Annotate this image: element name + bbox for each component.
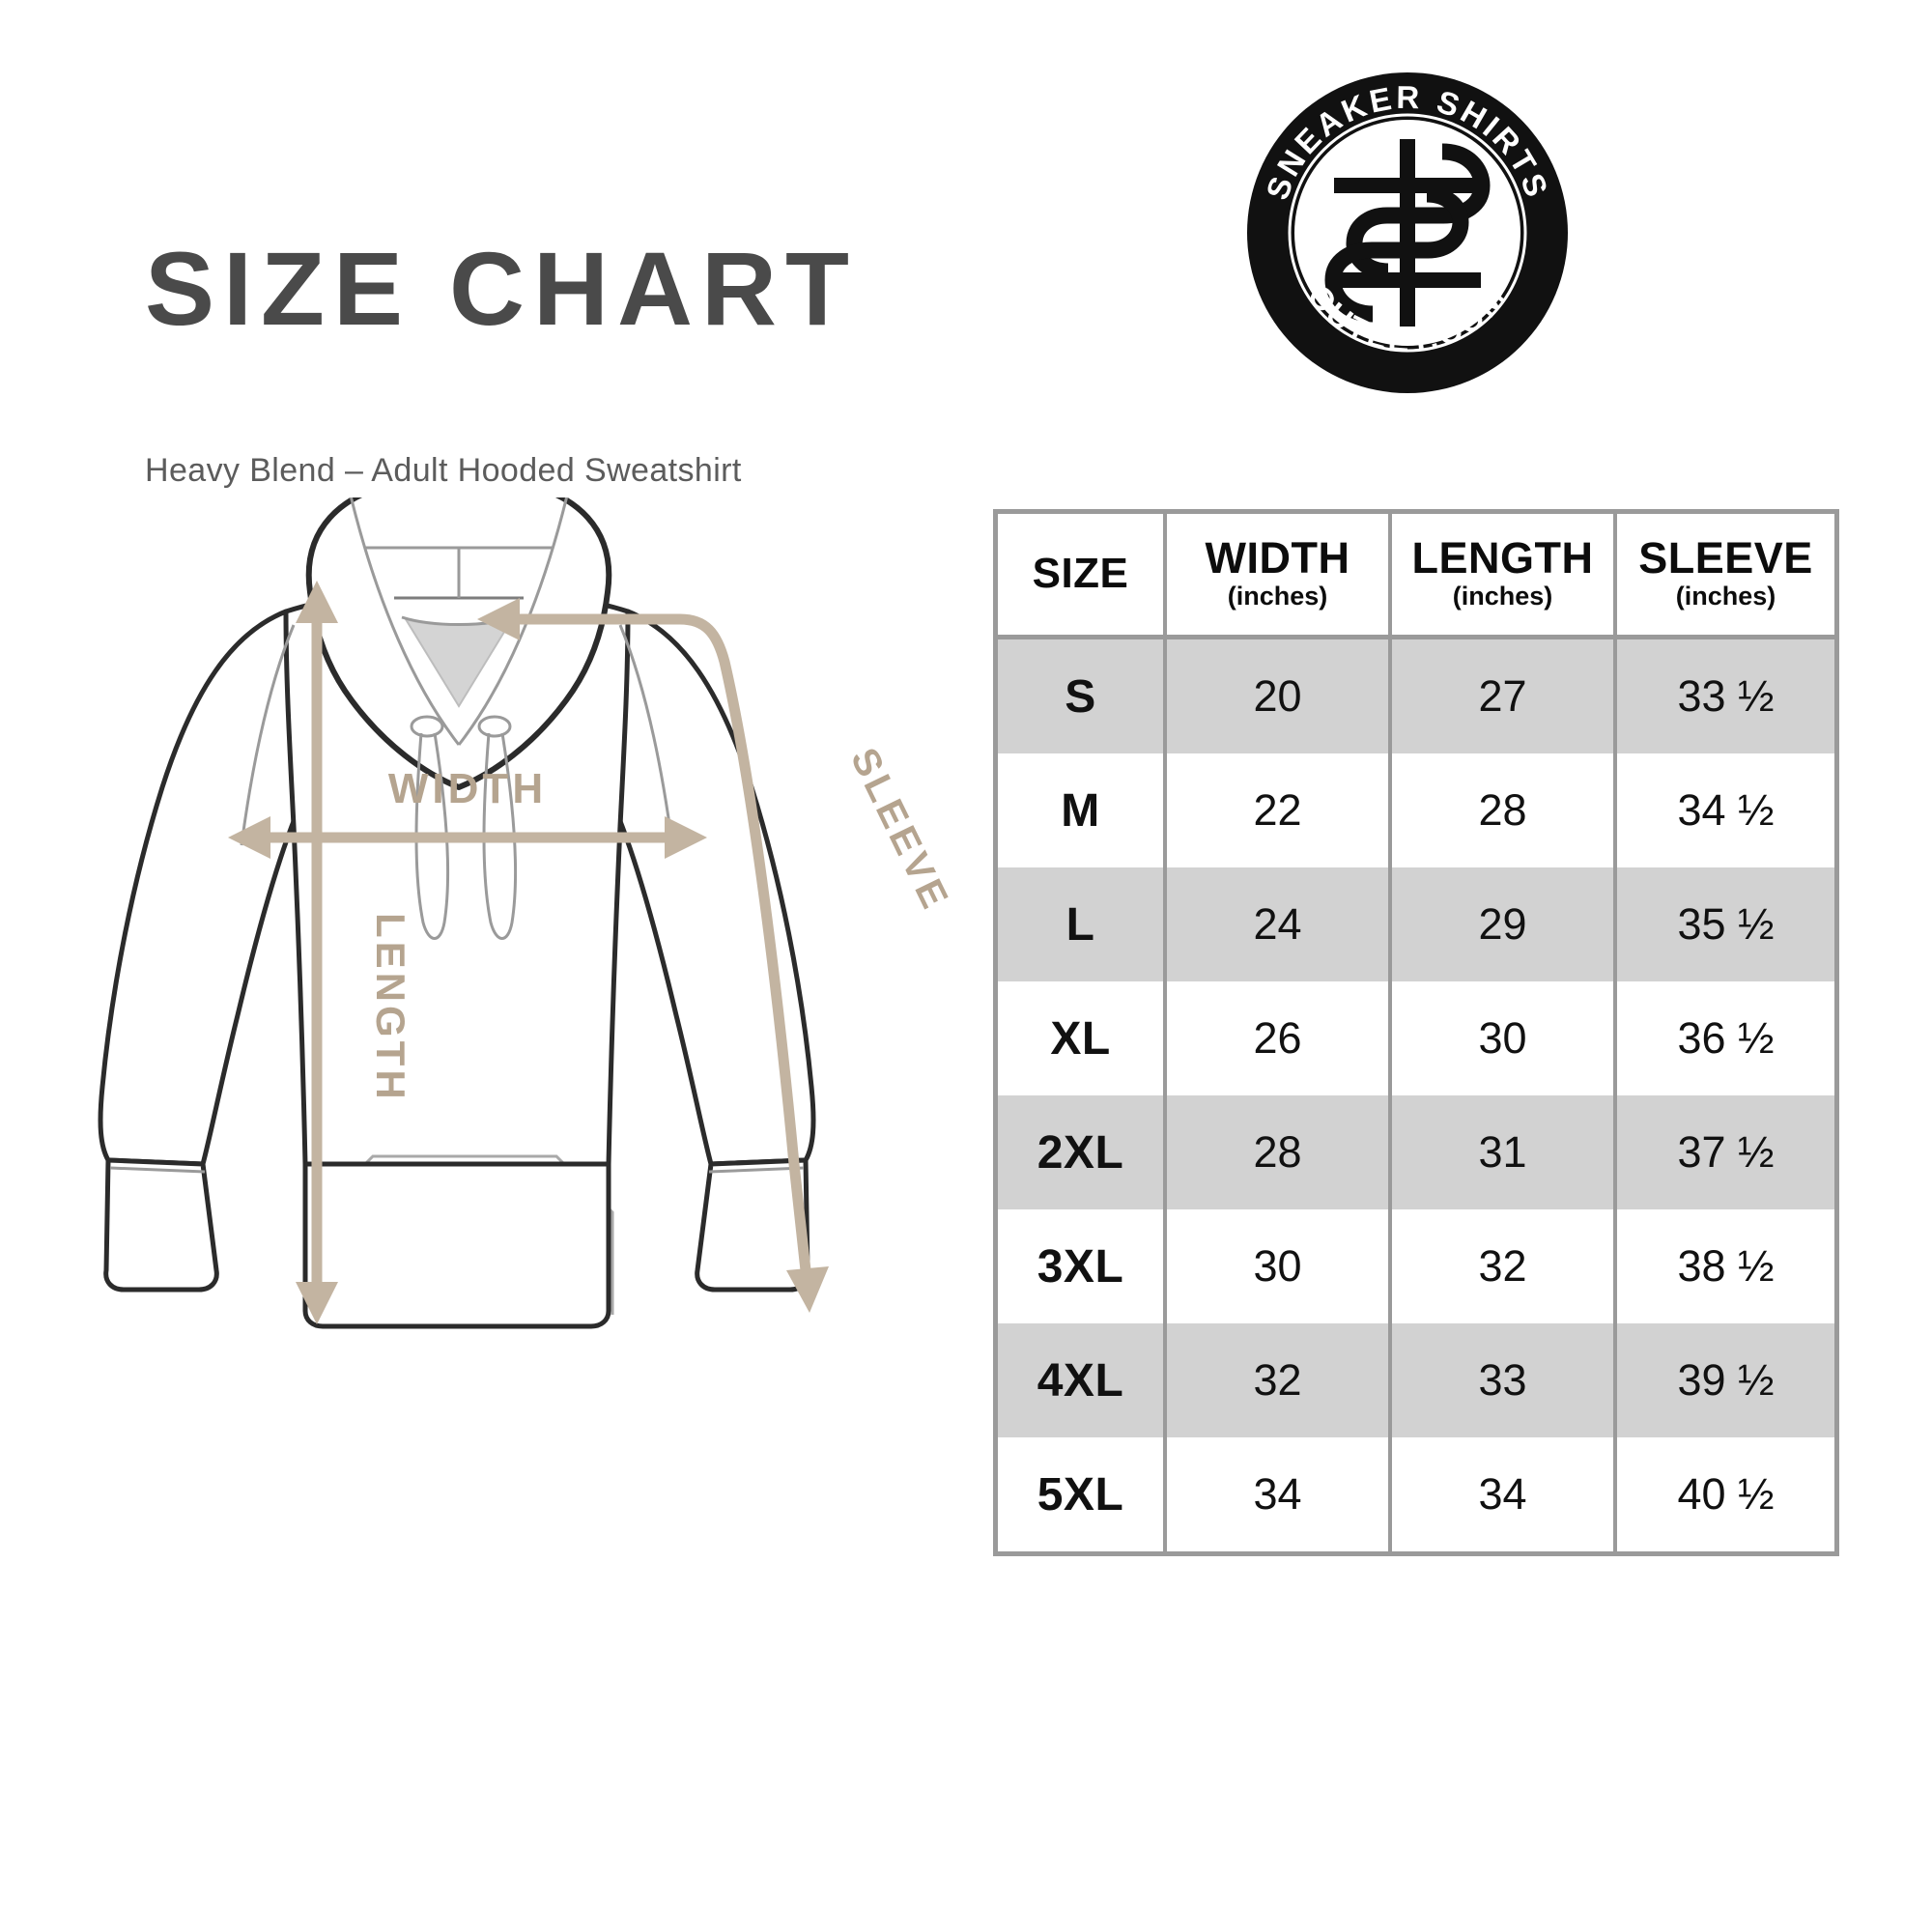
logo-monogram	[1324, 139, 1491, 327]
cell-size: 2XL	[998, 1095, 1167, 1209]
cell-sleeve: 38 ½	[1617, 1209, 1834, 1323]
column-header-width: WIDTH (inches)	[1167, 514, 1392, 639]
size-chart-table: SIZE WIDTH (inches) LENGTH (inches) SLEE…	[993, 509, 1839, 1556]
table-row: 2XL 28 31 37 ½	[998, 1095, 1834, 1209]
size-table-container: SIZE WIDTH (inches) LENGTH (inches) SLEE…	[993, 509, 1839, 1556]
sleeve-arrow-head-cuff	[786, 1266, 829, 1313]
cell-width: 32	[1167, 1323, 1392, 1437]
cell-length: 27	[1392, 639, 1617, 753]
cell-size: XL	[998, 981, 1167, 1095]
table-row: 5XL 34 34 40 ½	[998, 1437, 1834, 1551]
column-header-size: SIZE	[998, 514, 1167, 639]
table-row: 4XL 32 33 39 ½	[998, 1323, 1834, 1437]
cell-length: 28	[1392, 753, 1617, 867]
hoodie-drawstrings	[410, 715, 518, 940]
width-measure-arrow	[228, 816, 707, 859]
logo-inner-hairline	[1288, 113, 1527, 353]
hoodie-waistband	[302, 1161, 611, 1329]
table-header-row: SIZE WIDTH (inches) LENGTH (inches) SLEE…	[998, 514, 1834, 639]
cell-width: 24	[1167, 867, 1392, 981]
brand-logo: SNEAKER SHIRTS OUTLET.COM	[1244, 70, 1571, 396]
table-row: S 20 27 33 ½	[998, 639, 1834, 753]
cell-width: 28	[1167, 1095, 1392, 1209]
sleeve-arrow-head-neck	[477, 598, 520, 640]
cell-size: 5XL	[998, 1437, 1167, 1551]
hoodie-body-outline	[98, 587, 816, 1167]
title-block: SIZE CHART	[145, 237, 918, 341]
cell-width: 34	[1167, 1437, 1392, 1551]
table-row: L 24 29 35 ½	[998, 867, 1834, 981]
column-header-length: LENGTH (inches)	[1392, 514, 1617, 639]
cell-width: 26	[1167, 981, 1392, 1095]
cell-length: 29	[1392, 867, 1617, 981]
table-row: M 22 28 34 ½	[998, 753, 1834, 867]
cell-length: 33	[1392, 1323, 1617, 1437]
cell-sleeve: 40 ½	[1617, 1437, 1834, 1551]
hoodie-illustration: WIDTH LENGTH SLEEVE	[87, 474, 985, 1560]
cell-size: L	[998, 867, 1167, 981]
page-title: SIZE CHART	[145, 230, 858, 347]
hoodie-seams	[240, 624, 674, 846]
cell-length: 34	[1392, 1437, 1617, 1551]
cell-length: 30	[1392, 981, 1617, 1095]
cell-sleeve: 39 ½	[1617, 1323, 1834, 1437]
cell-width: 30	[1167, 1209, 1392, 1323]
page-subtitle: Heavy Blend – Adult Hooded Sweatshirt	[145, 452, 742, 489]
cell-sleeve: 36 ½	[1617, 981, 1834, 1095]
width-label: WIDTH	[388, 765, 547, 812]
cell-size: 3XL	[998, 1209, 1167, 1323]
cell-sleeve: 37 ½	[1617, 1095, 1834, 1209]
cell-length: 31	[1392, 1095, 1617, 1209]
sleeve-label: SLEEVE	[842, 742, 957, 919]
length-measure-arrow	[296, 581, 338, 1324]
cell-length: 32	[1392, 1209, 1617, 1323]
length-label: LENGTH	[368, 913, 413, 1103]
table-row: XL 26 30 36 ½	[998, 981, 1834, 1095]
cell-width: 20	[1167, 639, 1392, 753]
cell-sleeve: 33 ½	[1617, 639, 1834, 753]
column-header-sleeve: SLEEVE (inches)	[1617, 514, 1834, 639]
cell-size: 4XL	[998, 1323, 1167, 1437]
sleeve-measure-arrow	[516, 613, 811, 1271]
cell-width: 22	[1167, 753, 1392, 867]
table-row: 3XL 30 32 38 ½	[998, 1209, 1834, 1323]
cell-size: M	[998, 753, 1167, 867]
cell-sleeve: 35 ½	[1617, 867, 1834, 981]
hoodie-hood	[305, 474, 612, 790]
cell-size: S	[998, 639, 1167, 753]
cell-sleeve: 34 ½	[1617, 753, 1834, 867]
